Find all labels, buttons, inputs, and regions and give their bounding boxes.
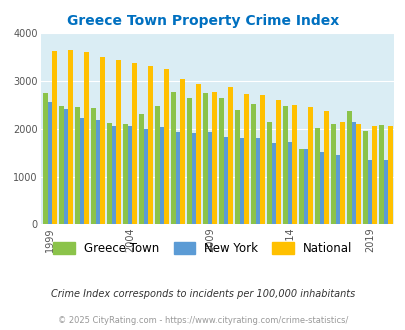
Bar (251, 104, 255, 224)
Text: Crime Index corresponds to incidents per 100,000 inhabitants: Crime Index corresponds to incidents per… (51, 289, 354, 299)
Bar (387, 126, 392, 224)
Bar (323, 112, 328, 224)
Bar (271, 143, 275, 224)
Bar (132, 63, 136, 224)
Bar (48, 102, 52, 224)
Bar (43, 93, 48, 224)
Bar (207, 132, 212, 224)
Bar (244, 94, 248, 224)
Bar (68, 50, 73, 224)
Bar (139, 114, 143, 224)
Bar (84, 52, 89, 224)
Bar (228, 86, 232, 224)
Bar (339, 122, 344, 224)
Bar (155, 106, 160, 224)
Bar (96, 120, 100, 224)
Bar (212, 92, 216, 224)
Bar (362, 131, 367, 224)
Bar (298, 149, 303, 224)
Bar (330, 124, 335, 224)
Bar (219, 98, 223, 224)
Bar (239, 138, 244, 224)
Bar (148, 66, 152, 224)
Bar (91, 108, 96, 224)
Bar (187, 98, 191, 224)
Bar (275, 100, 280, 224)
Bar (59, 106, 64, 224)
Bar (335, 155, 339, 224)
Bar (100, 57, 104, 224)
Bar (128, 126, 132, 224)
Legend: Greece Town, New York, National: Greece Town, New York, National (49, 237, 356, 260)
Bar (123, 124, 128, 224)
Text: Greece Town Property Crime Index: Greece Town Property Crime Index (67, 15, 338, 28)
Bar (143, 129, 148, 224)
Bar (171, 92, 175, 224)
Bar (355, 124, 360, 224)
Bar (255, 138, 260, 224)
Bar (203, 93, 207, 224)
Bar (287, 142, 292, 224)
Bar (371, 126, 375, 224)
Bar (107, 123, 112, 224)
Bar (378, 125, 383, 224)
Bar (283, 106, 287, 224)
Bar (307, 107, 312, 224)
Bar (191, 133, 196, 224)
Bar (346, 111, 351, 224)
Bar (303, 149, 307, 224)
Bar (160, 127, 164, 224)
Bar (52, 51, 57, 224)
Bar (64, 109, 68, 224)
Bar (234, 110, 239, 224)
Bar (75, 107, 80, 224)
Bar (180, 79, 184, 224)
Bar (260, 95, 264, 224)
Bar (116, 60, 121, 224)
Bar (196, 84, 200, 224)
Bar (292, 105, 296, 224)
Bar (314, 128, 319, 224)
Bar (266, 122, 271, 224)
Bar (383, 160, 387, 224)
Bar (175, 132, 180, 224)
Bar (164, 69, 168, 224)
Bar (367, 160, 371, 224)
Bar (319, 152, 323, 224)
Bar (351, 121, 355, 224)
Bar (80, 118, 84, 224)
Bar (112, 126, 116, 224)
Bar (223, 137, 228, 224)
Text: © 2025 CityRating.com - https://www.cityrating.com/crime-statistics/: © 2025 CityRating.com - https://www.city… (58, 315, 347, 325)
